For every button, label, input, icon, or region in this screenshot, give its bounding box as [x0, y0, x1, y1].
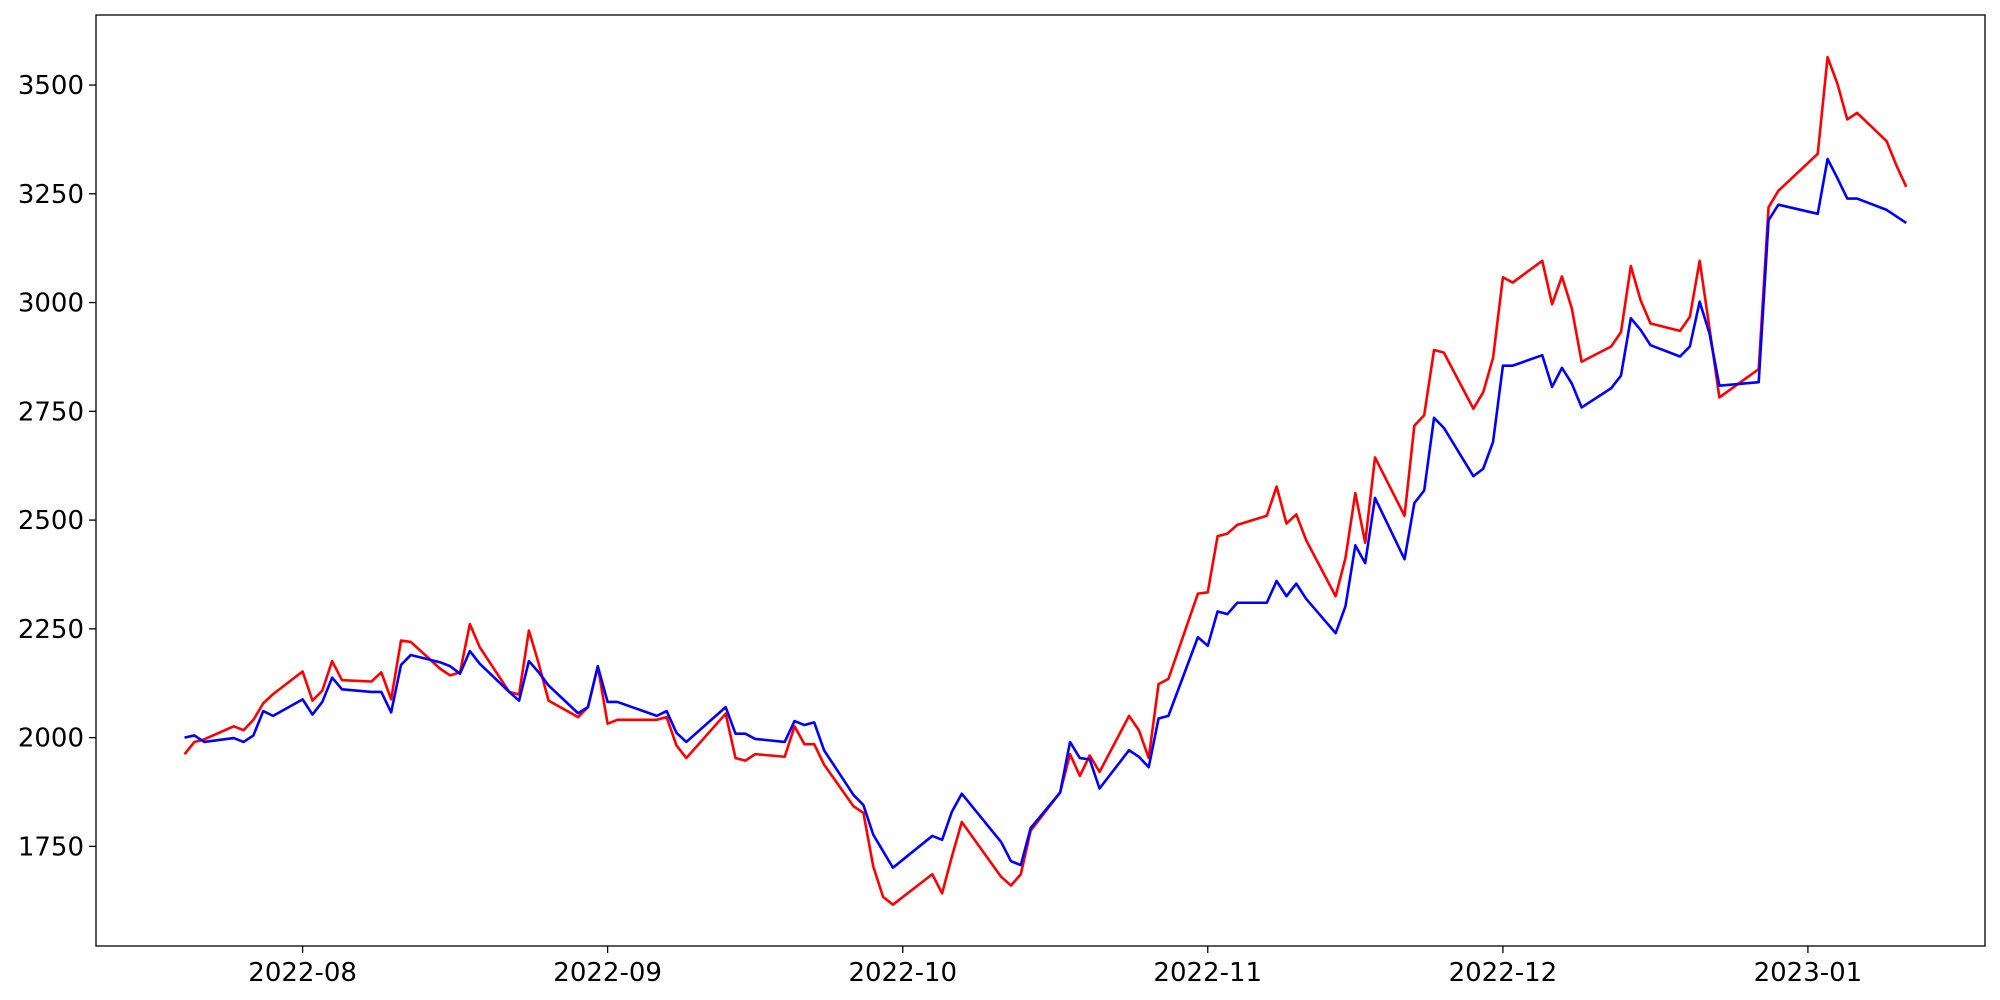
- x-tick-label: 2022-10: [848, 958, 957, 988]
- y-tick-label: 2250: [18, 615, 84, 645]
- x-tick-label: 2023-01: [1754, 958, 1863, 988]
- x-tick-label: 2022-11: [1153, 958, 1262, 988]
- y-tick-label: 3500: [18, 71, 84, 101]
- x-tick-label: 2022-09: [553, 958, 662, 988]
- series-line: [184, 157, 1908, 869]
- y-tick-label: 1750: [18, 832, 84, 862]
- y-tick-label: 3000: [18, 289, 84, 319]
- y-tick-label: 2000: [18, 724, 84, 754]
- y-tick-label: 2750: [18, 397, 84, 427]
- series-line: [183, 55, 1908, 906]
- plot-frame: [95, 14, 1986, 947]
- x-tick-label: 2022-12: [1449, 958, 1558, 988]
- y-tick-label: 2500: [18, 506, 84, 536]
- y-tick-label: 3250: [18, 180, 84, 210]
- x-tick-label: 2022-08: [248, 958, 357, 988]
